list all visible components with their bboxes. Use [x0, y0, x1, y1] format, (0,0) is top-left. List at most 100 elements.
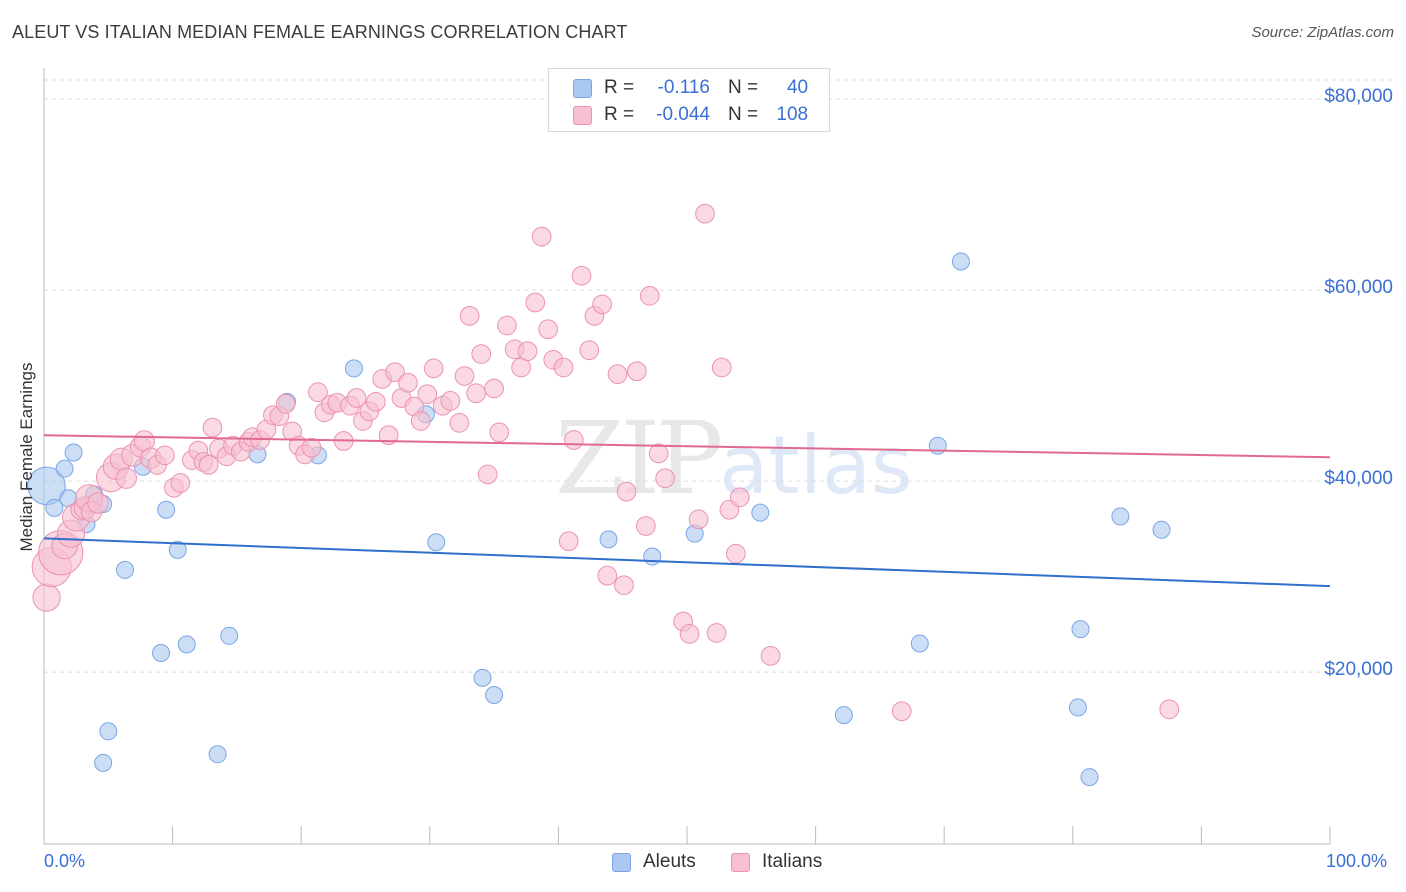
r-value: -0.044	[656, 104, 710, 125]
y-tick-label: $60,000	[1324, 277, 1393, 298]
y-tick-label: $40,000	[1324, 468, 1393, 489]
italian-point	[891, 701, 912, 722]
italian-point	[365, 391, 386, 412]
italian-trend-line	[43, 434, 1331, 459]
italian-point	[695, 203, 715, 224]
aleut-point	[168, 540, 187, 559]
aleut-point	[1152, 520, 1171, 539]
y-tick-label: $20,000	[1324, 659, 1393, 680]
italian-point	[626, 361, 647, 382]
source-label: Source: ZipAtlas.com	[1251, 24, 1394, 41]
r-label: R =	[604, 104, 635, 125]
italian-point	[571, 265, 592, 286]
italian-point	[497, 315, 517, 336]
italian-point	[517, 341, 538, 362]
aleut-swatch	[573, 78, 592, 98]
aleut-point	[177, 635, 196, 654]
italian-point	[398, 372, 418, 393]
italian-point	[1159, 699, 1180, 720]
italian-point	[679, 624, 700, 644]
aleut-swatch	[612, 852, 631, 872]
n-value: 108	[776, 104, 809, 125]
italian-point	[115, 467, 138, 489]
aleut-point	[1111, 507, 1130, 526]
italian-point	[525, 292, 546, 313]
aleut-point	[834, 706, 853, 725]
italian-point	[449, 412, 470, 433]
legend-item-italians[interactable]: Italians	[731, 851, 822, 873]
aleut-point	[94, 753, 113, 772]
italian-point	[170, 473, 191, 493]
legend-row-italians: R = -0.044 N = 108	[573, 104, 808, 126]
n-label: N =	[728, 77, 759, 98]
aleut-point	[157, 500, 176, 519]
legend-item-aleuts[interactable]: Aleuts	[612, 851, 696, 873]
legend-row-aleuts: R = -0.116 N = 40	[573, 77, 808, 99]
italian-point	[417, 384, 438, 405]
italian-point	[616, 481, 637, 502]
italian-point	[155, 445, 175, 466]
watermark-zip: ZIP	[555, 400, 723, 517]
italian-point	[454, 366, 475, 386]
italian-point	[275, 393, 296, 414]
italian-point	[538, 319, 558, 340]
italian-point	[471, 344, 492, 364]
italian-point	[729, 487, 750, 508]
italian-point	[635, 516, 656, 536]
chart-title: ALEUT VS ITALIAN MEDIAN FEMALE EARNINGS …	[12, 22, 628, 42]
aleut-point	[152, 644, 171, 662]
correlation-legend: R = -0.116 N = 40 R = -0.044 N = 108	[548, 68, 830, 132]
aleut-point	[1080, 768, 1099, 787]
aleut-point	[643, 547, 662, 566]
aleut-point	[599, 530, 618, 549]
aleut-point	[951, 252, 970, 271]
italian-swatch	[731, 852, 750, 872]
n-value: 40	[786, 77, 809, 98]
x-max-label: 100.0%	[1326, 851, 1388, 871]
italian-point	[760, 646, 781, 666]
italian-point	[648, 443, 669, 464]
aleut-point	[64, 443, 83, 462]
italian-point	[489, 422, 510, 443]
italian-point	[607, 364, 628, 384]
italian-point	[563, 430, 584, 450]
aleut-point	[1071, 620, 1090, 639]
italian-point	[198, 455, 219, 475]
italian-point	[466, 383, 486, 404]
watermark: ZIPatlas	[555, 400, 913, 517]
italian-point	[592, 294, 612, 315]
italian-point	[558, 531, 579, 552]
y-tick-label: $80,000	[1324, 86, 1393, 107]
aleut-point	[485, 686, 504, 705]
italian-point	[308, 382, 328, 403]
legend-label: Italians	[762, 851, 823, 872]
y-axis-title: Median Female Earnings	[17, 362, 36, 552]
aleut-point	[220, 626, 239, 645]
italian-point	[597, 565, 618, 586]
aleut-point	[427, 533, 446, 552]
aleut-point	[208, 745, 227, 764]
italian-point	[423, 358, 444, 379]
italian-point	[477, 464, 498, 485]
aleut-point	[45, 498, 64, 517]
italian-point	[484, 378, 504, 399]
italian-point	[706, 623, 727, 643]
italian-point	[440, 391, 461, 411]
italian-point	[655, 468, 675, 489]
r-value: -0.116	[657, 77, 710, 98]
aleut-point	[344, 359, 363, 378]
aleut-point	[1068, 698, 1087, 717]
italian-point	[711, 357, 732, 378]
aleut-point	[99, 722, 118, 741]
italian-point	[688, 509, 709, 530]
r-label: R =	[604, 77, 635, 98]
italian-point	[410, 411, 431, 431]
n-label: N =	[728, 104, 759, 125]
aleut-point	[910, 634, 929, 653]
italian-point	[301, 437, 322, 458]
italian-point	[346, 388, 367, 408]
italian-point	[32, 583, 61, 612]
italian-point	[726, 543, 746, 564]
italian-swatch	[573, 105, 592, 125]
